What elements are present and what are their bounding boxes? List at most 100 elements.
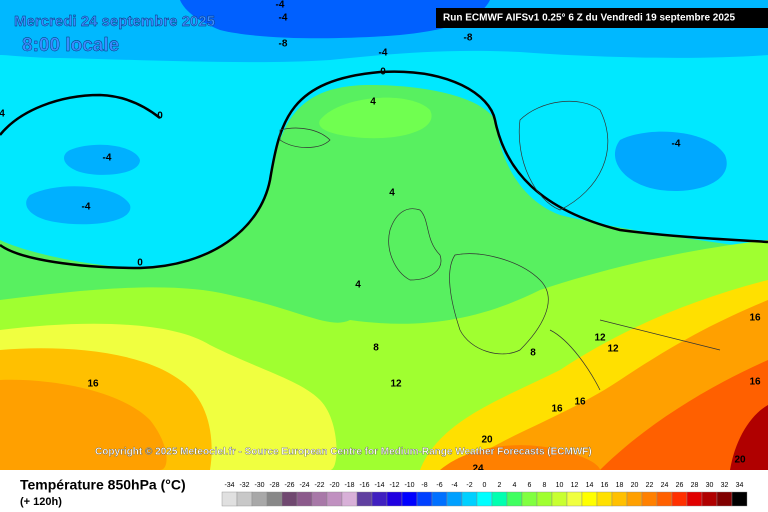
colorbar-swatch (341, 491, 358, 507)
zero-isotherm (0, 93, 161, 136)
colorbar-swatch (596, 491, 613, 507)
contour-label: -4 (379, 48, 388, 59)
colorbar-tick-label: 4 (513, 482, 517, 489)
colorbar-tick-label: -28 (269, 482, 279, 489)
colorbar-tick-label: -24 (299, 482, 309, 489)
colorbar-swatch (461, 491, 478, 507)
colorbar-swatch (386, 491, 403, 507)
colorbar-tick-label: -8 (421, 482, 427, 489)
colorbar-tick-label: -6 (436, 482, 442, 489)
colorbar-tick-label: 16 (601, 482, 609, 489)
colorbar-swatch (536, 491, 553, 507)
contour-label: 16 (87, 379, 99, 390)
colorbar-swatch (551, 491, 568, 507)
colorbar-tick-label: -18 (344, 482, 354, 489)
contour-label: -4 (276, 0, 285, 11)
hot-area (600, 360, 768, 470)
contour-label: -4 (672, 139, 681, 150)
contour-label: 4 (0, 109, 5, 120)
copyright: Copyright © 2025 Meteociel.fr - Source E… (95, 447, 592, 458)
colorbar-swatch (641, 491, 658, 507)
colorbar-swatch (401, 491, 418, 507)
contour-labels: -4-4-8-8-4004-4-4-4404812812121616161616… (0, 0, 761, 475)
colorbar-tick-label: -32 (239, 482, 249, 489)
colorbar-tick-label: -22 (314, 482, 324, 489)
coastline (388, 100, 609, 355)
hot-core (730, 405, 768, 470)
contour-label: 16 (749, 377, 761, 388)
contour-label: 8 (373, 343, 379, 354)
colorbar-swatch (446, 491, 463, 507)
colorbar-swatch (656, 491, 673, 507)
contour-label: 24 (472, 464, 484, 475)
colorbar-swatch (491, 491, 508, 507)
colorbar-tick-label: 32 (721, 482, 729, 489)
colorbar-swatch (626, 491, 643, 507)
colorbar-tick-label: 10 (556, 482, 564, 489)
colorbar-swatch (371, 491, 388, 507)
cold-pocket (64, 144, 140, 175)
contour-label: -4 (82, 202, 91, 213)
colorbar-tick-label: -26 (284, 482, 294, 489)
colorbar-swatch (296, 491, 313, 507)
contour-label: 12 (594, 333, 606, 344)
forecast-date: Mercredi 24 septembre 2025 (14, 13, 215, 30)
colorbar-swatch (281, 491, 298, 507)
hot-area (440, 445, 600, 470)
footer-title: Température 850hPa (°C) (20, 477, 186, 493)
colorbar-swatch (416, 491, 433, 507)
colorbar-swatch (521, 491, 538, 507)
contour-label: 8 (530, 348, 536, 359)
contour-label: -8 (279, 39, 288, 50)
colorbar-tick-label: 2 (498, 482, 502, 489)
colorbar-tick-label: -14 (374, 482, 384, 489)
contour-label: 16 (749, 313, 761, 324)
colorbar-tick-label: -10 (404, 482, 414, 489)
colorbar-tick-label: -4 (451, 482, 457, 489)
colorbar-tick-label: 20 (631, 482, 639, 489)
colorbar-swatch (581, 491, 598, 507)
run-info: Run ECMWF AIFSv1 0.25° 6 Z du Vendredi 1… (443, 13, 735, 24)
footer-lead: (+ 120h) (20, 496, 62, 508)
colorbar-tick-label: 12 (571, 482, 579, 489)
colorbar-tick-label: 24 (661, 482, 669, 489)
colorbar-tick-label: -30 (254, 482, 264, 489)
contour-label: 16 (574, 397, 586, 408)
contour-label: -4 (103, 153, 112, 164)
contour-label: 0 (380, 67, 386, 78)
colorbar-tick-label: -12 (389, 482, 399, 489)
colorbar-tick-label: 8 (543, 482, 547, 489)
cold-core (180, 0, 490, 39)
colorbar-swatch (266, 491, 283, 507)
contour-label: 20 (734, 455, 746, 466)
colorbar-tick-label: 30 (706, 482, 714, 489)
cold-area (0, 0, 768, 269)
colorbar-swatch (611, 491, 628, 507)
colorbar-tick-label: 28 (691, 482, 699, 489)
colorbar-tick-label: 6 (528, 482, 532, 489)
contour-label: 12 (390, 379, 402, 390)
contour-label: 4 (355, 280, 361, 291)
colorbar-swatch (476, 491, 493, 507)
colorbar-tick-label: 26 (676, 482, 684, 489)
contour-label: 0 (157, 111, 163, 122)
colorbar-swatch (431, 491, 448, 507)
colorbar-tick-label: -2 (466, 482, 472, 489)
cold-pocket (614, 131, 727, 191)
zero-isotherm (0, 70, 768, 270)
contour-label: -4 (279, 13, 288, 24)
colorbar-tick-label: 34 (736, 482, 744, 489)
contour-label: 20 (481, 435, 493, 446)
contour-label: 0 (137, 258, 143, 269)
contour-label: -8 (464, 33, 473, 44)
contour-label: 16 (551, 404, 563, 415)
colorbar: -34 -32 -30 -28 -26 -24 -22 -20 -18 -16 -14 -12 -10-… (221, 482, 748, 507)
colorbar-tick-label: -20 (329, 482, 339, 489)
coastline (279, 127, 721, 391)
forecast-time: 8:00 locale (22, 35, 119, 56)
colorbar-swatch (236, 491, 253, 507)
colorbar-tick-label: 18 (616, 482, 624, 489)
colorbar-swatch (731, 491, 748, 507)
colorbar-swatch (311, 491, 328, 507)
